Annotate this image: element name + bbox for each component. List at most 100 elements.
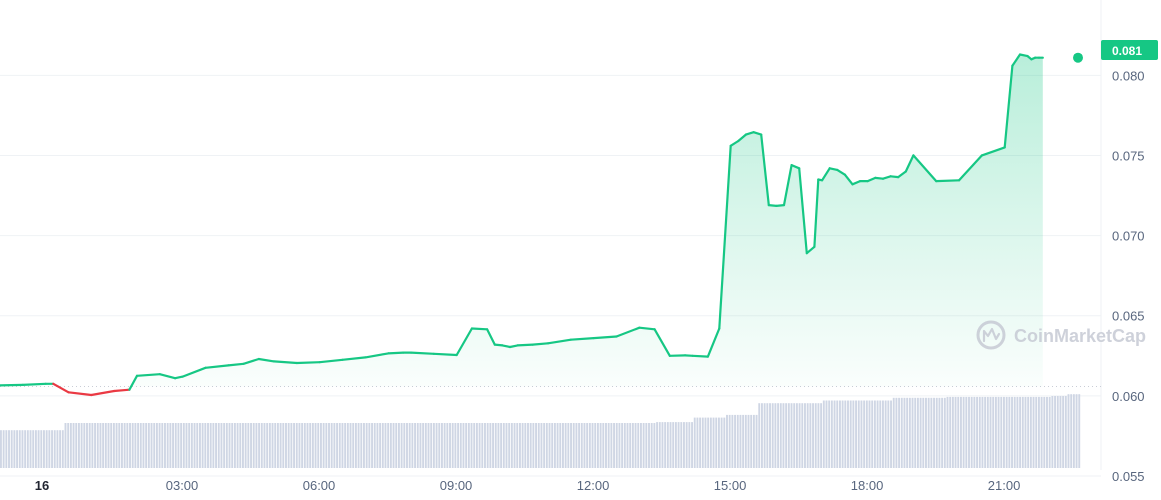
volume-bar [860,400,863,468]
volume-bar [873,400,876,468]
volume-bar [661,422,664,468]
volume-bar [586,423,589,468]
price-line-segment [364,352,390,359]
y-tick-label: 0.075 [1112,148,1145,163]
volume-bar [427,423,430,468]
volume-bar [145,423,148,468]
volume-bar [965,396,968,468]
volume-bar [951,396,954,468]
volume-bar [650,423,653,468]
price-line-segment [181,366,207,378]
volume-bar [37,430,40,468]
volume-bar [182,423,185,468]
volume-bar [626,423,629,468]
price-line-segment [897,170,907,179]
volume-bar [2,430,5,468]
price-line-segment [737,133,748,143]
volume-bar [77,423,80,468]
volume-bar [734,414,736,468]
volume-bar [357,423,360,468]
volume-bar [618,423,621,468]
price-line-segment [113,388,131,393]
volume-bar [930,397,933,468]
volume-bar [981,396,984,468]
price-line-segment [128,374,139,391]
volume-bar [48,430,51,468]
volume-bar [1064,396,1067,468]
volume-bar [653,423,656,468]
volume-bar [247,423,250,468]
volume-bar [228,423,231,468]
volume-bar [884,400,887,468]
volume-bar [637,423,640,468]
price-line-segment [455,327,473,357]
volume-bar [406,423,408,468]
volume-bar [1024,396,1027,468]
volume-bar [494,423,497,468]
volume-bar [919,397,922,468]
volume-bar [696,417,699,468]
volume-bar [75,423,78,468]
volume-bar [363,423,365,468]
price-line-segment [592,335,618,340]
volume-bar [779,403,782,468]
volume-bar [104,423,107,468]
volume-bar [387,423,390,468]
volume-bar [341,423,344,468]
volume-bar [121,423,123,468]
volume-bar [567,423,570,468]
volume-bar [712,417,715,468]
price-line-segment [531,342,550,346]
volume-bar [51,430,53,468]
volume-bar [720,417,723,468]
volume-bar [605,423,607,468]
volume-bar [1016,396,1019,468]
volume-bar [250,423,252,468]
volume-bar [484,423,486,468]
volume-bar [1019,396,1022,468]
volume-bar [580,423,583,468]
price-line-segment [729,139,740,147]
volume-bar [497,423,500,468]
volume-bar [828,400,831,468]
volume-bar [583,423,586,468]
x-tick-label: 09:00 [440,478,473,493]
volume-bar [88,423,91,468]
volume-bar [903,397,906,468]
volume-bar [790,403,793,468]
volume-bar [575,423,578,468]
volume-bar [139,423,142,468]
volume-bar [481,423,484,468]
volume-bar [411,423,414,468]
volume-bar [64,423,67,468]
volume-bar [801,403,804,468]
volume-bar [572,423,575,468]
volume-bar [822,400,825,468]
price-line-segment [881,175,892,180]
price-line-segment [782,164,793,207]
watermark-text: CoinMarketCap [1014,326,1146,346]
volume-bar [131,423,134,468]
volume-bar [441,423,443,468]
volume-bar [1027,396,1030,468]
volume-bar [320,423,322,468]
volume-bar [314,423,317,468]
volume-bar [709,417,712,468]
volume-bar [968,396,970,468]
y-tick-label: 0.065 [1112,309,1145,324]
volume-bar [658,422,661,468]
price-line-segment [744,131,755,136]
volume-bar [80,423,83,468]
volume-bar [462,423,465,468]
price-line-segment [409,351,435,355]
volume-bar [1000,396,1003,468]
volume-bar [142,423,145,468]
price-line-segment [790,164,801,170]
price-line-segment [1011,53,1022,67]
volume-bar [454,423,457,468]
volume-bar [607,423,610,468]
volume-bar [153,423,156,468]
price-line-segment [486,328,496,346]
volume-bar [537,423,540,468]
volume-bar [898,397,901,468]
